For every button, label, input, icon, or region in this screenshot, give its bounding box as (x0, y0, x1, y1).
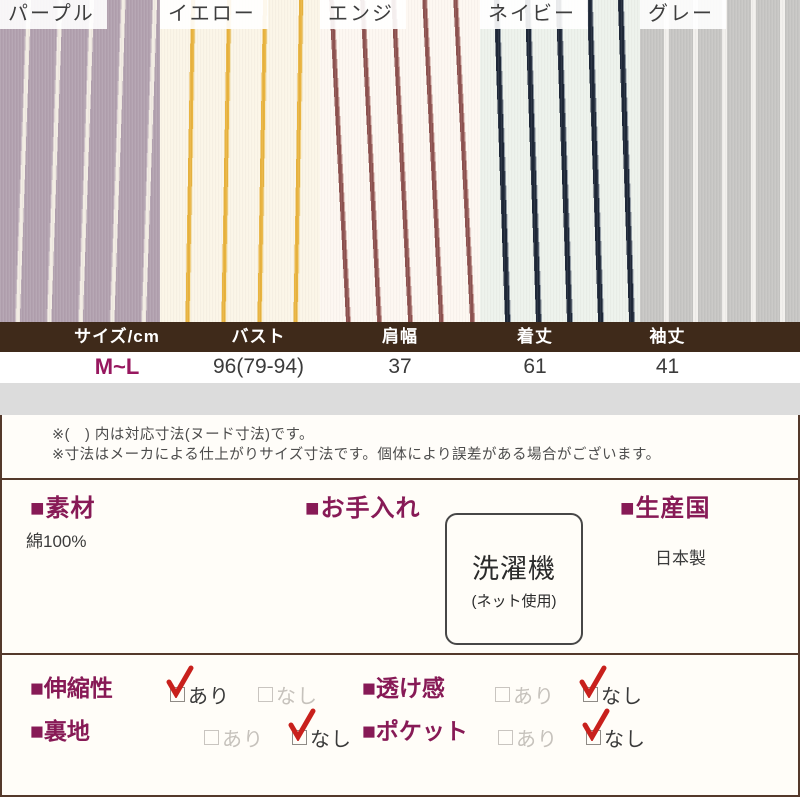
col-header-bust: バスト (231, 327, 286, 346)
option-label: あり (513, 686, 555, 708)
size-table-row: M~L 96(79-94) 37 61 41 (0, 352, 800, 383)
option-label: なし (601, 686, 643, 708)
fabric-texture (0, 0, 160, 322)
stretch-option-ari[interactable]: あり (166, 665, 230, 709)
checkbox[interactable] (204, 730, 219, 745)
care-heading: ■お手入れ (305, 495, 421, 522)
pocket-option-ari[interactable]: あり (498, 723, 558, 752)
pocket-options: あり なし (498, 708, 674, 752)
swatch-label: グレー (640, 0, 726, 29)
sheerness-option-nashi[interactable]: なし (579, 665, 643, 709)
origin-value: 日本製 (655, 549, 706, 568)
option-label: あり (222, 729, 264, 751)
length-value: 61 (523, 355, 547, 378)
swatch-gray[interactable]: グレー (640, 0, 800, 322)
option-label: あり (188, 686, 230, 708)
swatch-label: ネイビー (480, 0, 588, 29)
origin-heading: ■生産国 (620, 495, 711, 522)
sleeve-value: 41 (655, 355, 680, 378)
col-header-size: サイズ/cm (74, 327, 160, 346)
fabric-texture (320, 0, 480, 322)
checkbox[interactable] (498, 730, 513, 745)
option-label: なし (276, 686, 318, 708)
lining-option-nashi[interactable]: なし (288, 708, 352, 752)
lining-options: あり なし (204, 708, 380, 752)
lining-heading: ■裏地 (30, 718, 90, 744)
option-label: あり (516, 729, 558, 751)
product-details-section: ■素材 綿100% ■お手入れ 洗濯機 (ネット使用) ■生産国 日本製 (0, 478, 800, 653)
col-header-length: 着丈 (517, 327, 553, 346)
swatch-enji[interactable]: エンジ (320, 0, 480, 322)
attributes-section: ■伸縮性 あり なし ■透け感 あり なし ■裏地 (0, 653, 800, 797)
checkbox[interactable] (586, 730, 601, 745)
fabric-texture (640, 0, 800, 322)
color-swatch-strip: パープル イエロー エンジ ネイビー グレー (0, 0, 800, 322)
option-label: なし (310, 729, 352, 751)
bust-value: 96(79-94) (212, 355, 305, 378)
stretch-option-nashi[interactable]: なし (258, 680, 318, 709)
material-heading: ■素材 (30, 495, 96, 522)
col-header-sleeve: 袖丈 (649, 327, 686, 346)
wash-machine-label: 洗濯機 (472, 554, 556, 584)
pocket-heading: ■ポケット (362, 718, 468, 744)
swatch-navy[interactable]: ネイビー (480, 0, 640, 322)
option-label: なし (604, 729, 646, 751)
note-line-2: ※寸法はメーカによる仕上がりサイズ寸法です。個体により誤差がある場合がございます… (52, 447, 661, 463)
lining-option-ari[interactable]: あり (204, 723, 264, 752)
sheerness-option-ari[interactable]: あり (495, 680, 555, 709)
swatch-label: パープル (0, 0, 107, 29)
material-value: 綿100% (26, 532, 87, 551)
shoulder-value: 37 (388, 355, 412, 378)
sheerness-heading: ■透け感 (362, 675, 445, 701)
checkbox[interactable] (292, 730, 307, 745)
wash-net-label: (ネット使用) (471, 593, 557, 610)
checkbox[interactable] (258, 687, 273, 702)
checkbox[interactable] (583, 687, 598, 702)
swatch-yellow[interactable]: イエロー (160, 0, 320, 322)
measurement-notes: ※( ) 内は対応寸法(ヌード寸法)です。 ※寸法はメーカによる仕上がりサイズ寸… (0, 415, 800, 478)
wash-instruction-box: 洗濯機 (ネット使用) (445, 513, 583, 645)
swatch-purple[interactable]: パープル (0, 0, 160, 322)
col-header-shoulder: 肩幅 (382, 327, 418, 346)
size-value: M~L (94, 354, 140, 379)
note-line-1: ※( ) 内は対応寸法(ヌード寸法)です。 (52, 427, 315, 443)
stretch-options: あり なし (166, 665, 346, 709)
size-table-header: サイズ/cm バスト 肩幅 着丈 袖丈 (0, 322, 800, 352)
stretch-heading: ■伸縮性 (30, 675, 113, 701)
swatch-label: エンジ (320, 0, 406, 29)
sheerness-options: あり なし (495, 665, 671, 709)
fabric-texture (160, 0, 320, 322)
pocket-option-nashi[interactable]: なし (582, 708, 646, 752)
checkbox[interactable] (170, 687, 185, 702)
divider-band (0, 383, 800, 415)
fabric-texture (480, 0, 640, 322)
swatch-label: イエロー (160, 0, 268, 29)
checkbox[interactable] (495, 687, 510, 702)
